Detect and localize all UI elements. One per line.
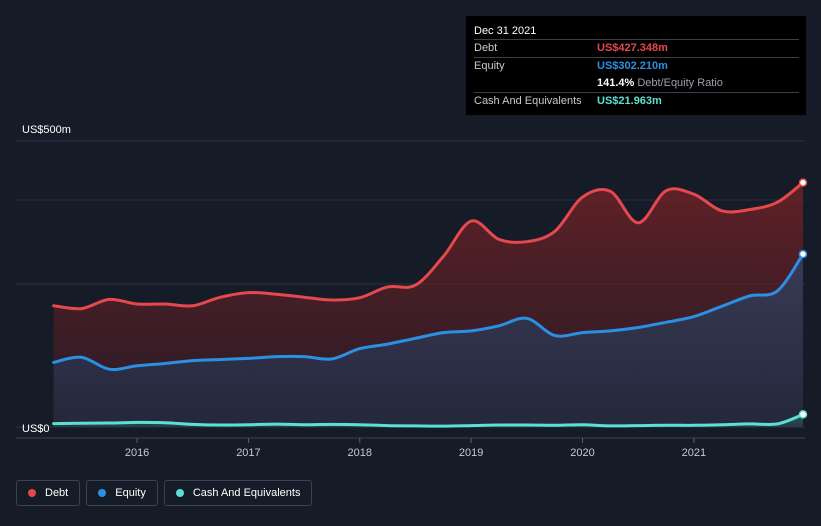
equity-line [52,252,805,372]
tooltip-debt-value: US$427.348m [597,42,668,54]
y-axis-bottom-label: US$0 [22,423,50,435]
tooltip-debt-label: Debt [474,42,498,54]
x-tick-label: 2021 [682,447,706,459]
x-tick-label: 2016 [125,447,149,459]
tooltip-cash-value: US$21.963m [597,95,662,107]
tooltip-ratio-row: 141.4% Debt/Equity Ratio [474,75,799,92]
equity-area [53,254,804,427]
debt-end-point[interactable] [798,178,808,187]
tooltip-debt-row: Debt US$427.348m [474,39,799,57]
tooltip-date: Dec 31 2021 [474,25,537,37]
tooltip-cash-row: Cash And Equivalents US$21.963m [474,92,799,110]
tooltip-equity-label: Equity [474,60,505,72]
series-lines [52,181,805,428]
end-markers [798,178,808,419]
legend-item-debt[interactable]: Debt [16,480,81,506]
y-axis-top-label: US$500m [22,124,71,136]
legend: Debt Equity Cash And Equivalents [16,480,313,506]
legend-debt-label: Debt [45,487,69,499]
tooltip-equity-row: Equity US$302.210m [474,57,799,75]
cash-dot-icon [175,489,184,497]
tooltip-cash-label: Cash And Equivalents [474,95,582,107]
tooltip: Dec 31 2021 Debt US$427.348m Equity US$3… [466,16,806,115]
x-tick-label: 2019 [459,447,483,459]
x-tick-label: 2020 [570,447,594,459]
tooltip-equity-value: US$302.210m [597,60,668,72]
debt-line [52,181,805,311]
equity-dot-icon [98,489,107,497]
legend-item-equity[interactable]: Equity [86,480,158,506]
equity-end-point[interactable] [798,249,808,259]
x-tick-label: 2018 [348,447,372,459]
tooltip-ratio-label: Debt/Equity Ratio [637,77,723,89]
tooltip-ratio-value: 141.4% [597,77,635,89]
cash-line [52,412,805,428]
x-tick-label: 2017 [236,447,260,459]
legend-cash-label: Cash And Equivalents [192,487,301,499]
legend-item-cash[interactable]: Cash And Equivalents [163,480,313,506]
legend-equity-label: Equity [115,487,146,499]
x-axis-ticks: 2016 2017 2018 2019 2020 2021 [125,438,706,459]
debt-dot-icon [28,489,36,497]
cash-end-point[interactable] [798,410,808,419]
